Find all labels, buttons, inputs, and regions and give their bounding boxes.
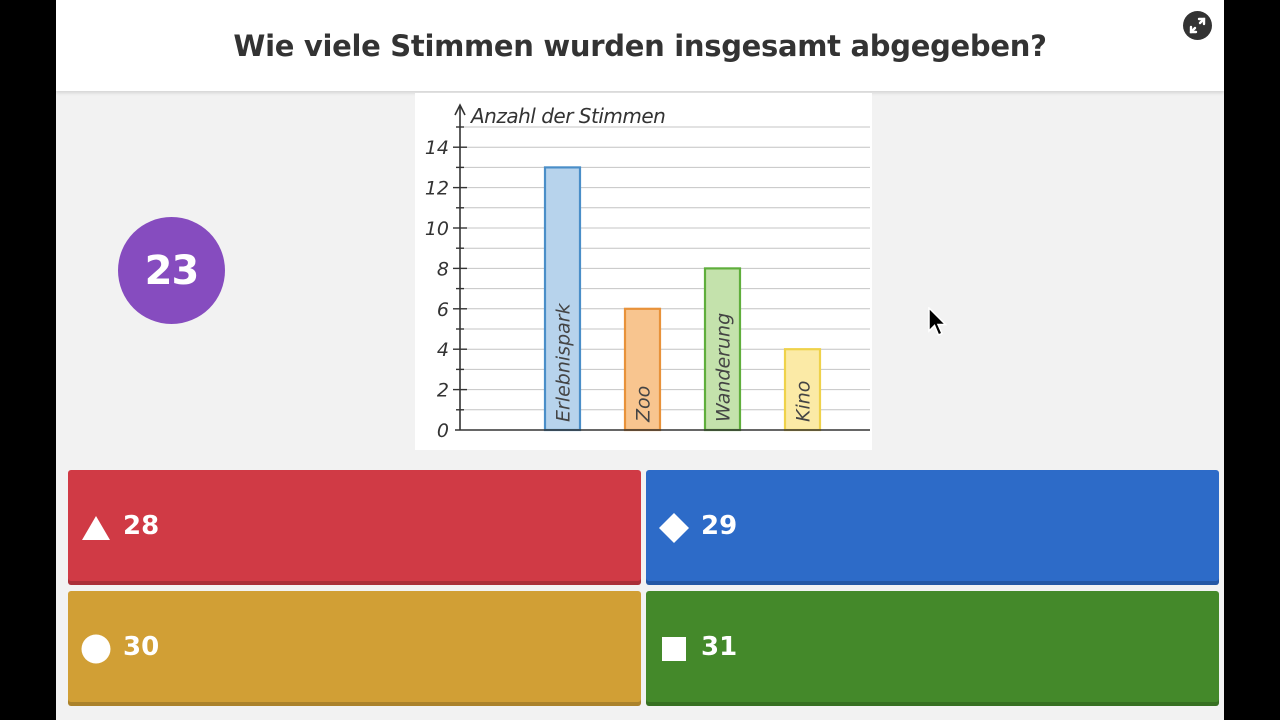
diamond-icon xyxy=(659,513,689,543)
y-tick-label: 6 xyxy=(437,299,449,321)
category-label: Wanderung xyxy=(713,313,735,422)
answer-label: 29 xyxy=(701,510,738,541)
mouse-cursor-icon xyxy=(928,307,948,336)
expand-icon[interactable] xyxy=(1183,11,1212,40)
category-label: Erlebnispark xyxy=(553,302,575,422)
y-tick-label: 8 xyxy=(437,258,449,280)
answer-label: 30 xyxy=(123,631,160,662)
question-image: 0 2 4 6 8 10 12 14 Erlebnispark Zoo Wanderung Kino… xyxy=(415,93,872,450)
bar-chart: 0 2 4 6 8 10 12 14 Erlebnispark Zoo Wanderung Kino… xyxy=(425,103,870,442)
y-tick-label: 12 xyxy=(425,178,449,200)
y-tick-label: 10 xyxy=(425,218,449,240)
answer-button-circle[interactable]: 30 xyxy=(68,591,641,706)
answer-button-triangle[interactable]: 28 xyxy=(68,470,641,585)
question-header: Wie viele Stimmen wurden insgesamt abgeg… xyxy=(56,0,1224,91)
triangle-icon xyxy=(82,516,110,540)
y-tick-label: 2 xyxy=(437,380,449,402)
answer-label: 28 xyxy=(123,510,160,541)
y-tick-label: 14 xyxy=(425,137,449,159)
category-label: Kino xyxy=(793,381,815,422)
bar-erlebnispark xyxy=(543,166,582,432)
circle-icon xyxy=(81,634,111,664)
category-label: Zoo xyxy=(633,386,655,423)
quiz-screen: Wie viele Stimmen wurden insgesamt abgeg… xyxy=(56,0,1224,720)
y-tick-label: 0 xyxy=(437,420,449,442)
bar-zoo xyxy=(623,307,662,432)
countdown-timer: 23 xyxy=(118,217,225,324)
y-tick-label: 4 xyxy=(437,339,449,361)
question-text: Wie viele Stimmen wurden insgesamt abgeg… xyxy=(233,28,1047,63)
square-icon xyxy=(662,637,686,661)
answer-button-diamond[interactable]: 29 xyxy=(646,470,1219,585)
answer-label: 31 xyxy=(701,631,738,662)
y-axis-label: Anzahl der Stimmen xyxy=(469,104,665,128)
answer-button-square[interactable]: 31 xyxy=(646,591,1219,706)
y-axis-arrow xyxy=(454,103,466,116)
bar-kino xyxy=(783,348,822,432)
